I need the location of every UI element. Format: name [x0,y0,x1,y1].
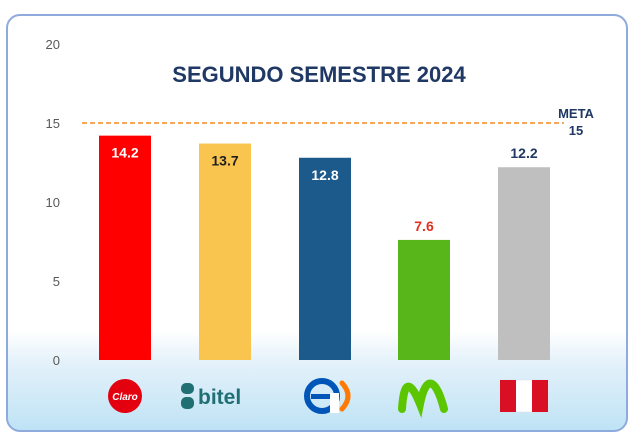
chart-frame: SEGUNDO SEMESTRE 2024 0 5 10 15 20 META 15 14… [6,14,628,432]
chart-title: SEGUNDO SEMESTRE 2024 [172,62,466,87]
bar-claro [99,135,151,360]
data-label: 13.7 [211,153,238,169]
bar-chart: SEGUNDO SEMESTRE 2024 0 5 10 15 20 META 15 14… [46,37,595,418]
bar-perú [498,167,550,360]
meta-value: 15 [569,123,583,138]
bar-entel [299,157,351,360]
bitel-logo-icon: bitel [181,383,241,409]
bars: 14.2 13.7 12.8 7.6 12.2 [99,135,550,360]
peru-flag-icon [499,379,549,413]
y-tick-label: 0 [53,353,60,368]
y-tick-label: 5 [53,274,60,289]
y-tick-label: 15 [46,116,60,131]
data-label: 12.2 [510,145,537,161]
meta-label: META [558,106,594,121]
bar-bitel [199,143,251,360]
data-label: 7.6 [414,218,434,234]
y-tick-label: 20 [46,37,60,52]
category-logos: Claro bitel [108,378,549,418]
movistar-logo-icon [398,379,448,418]
data-label: 12.8 [311,167,338,183]
data-label: 14.2 [111,145,138,161]
bar-movistar [398,239,450,360]
y-tick-label: 10 [46,195,60,210]
bitel-logo-text: bitel [198,386,241,409]
y-axis-ticks: 0 5 10 15 20 [46,37,60,368]
claro-logo-icon: Claro [108,379,142,413]
claro-logo-text: Claro [112,392,138,403]
meta-reference: META 15 [82,106,595,138]
entel-logo-icon [304,378,351,414]
